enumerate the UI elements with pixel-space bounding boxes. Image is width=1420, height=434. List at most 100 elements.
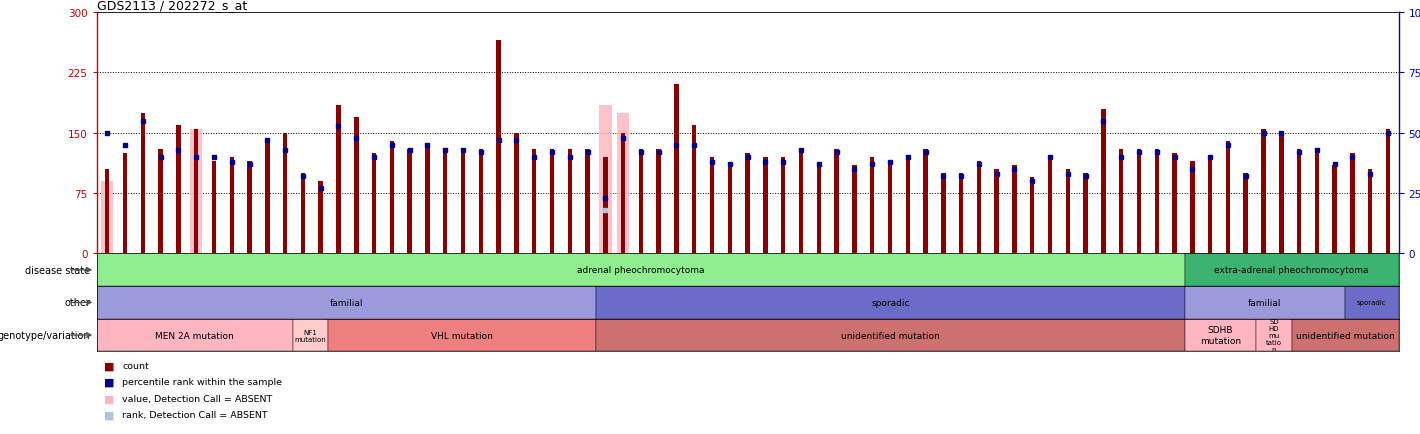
Bar [959, 174, 963, 254]
Bar [122, 154, 128, 254]
Bar [852, 165, 856, 254]
Text: unidentified mutation: unidentified mutation [1296, 331, 1394, 340]
Bar [159, 149, 163, 254]
Bar [301, 174, 305, 254]
Bar [318, 181, 322, 254]
Bar [1315, 149, 1319, 254]
Bar [176, 125, 180, 254]
Bar [550, 149, 554, 254]
Bar [425, 145, 430, 254]
Bar [1244, 174, 1248, 254]
Bar [923, 149, 927, 254]
Bar [941, 174, 946, 254]
Bar [337, 105, 341, 254]
Bar [727, 165, 733, 254]
Bar [354, 117, 358, 254]
Bar [1190, 161, 1194, 254]
Text: ■: ■ [104, 394, 114, 403]
Bar [1184, 254, 1399, 286]
Bar [1184, 319, 1257, 352]
Bar [479, 149, 483, 254]
Bar [1225, 141, 1230, 254]
Text: value, Detection Call = ABSENT: value, Detection Call = ABSENT [122, 394, 273, 403]
Bar [1257, 319, 1292, 352]
Bar [1012, 165, 1017, 254]
Bar [266, 141, 270, 254]
Bar [389, 141, 395, 254]
Bar [283, 134, 287, 254]
Bar [596, 319, 1184, 352]
Bar [293, 319, 328, 352]
Bar [710, 158, 714, 254]
Text: count: count [122, 361, 149, 370]
Text: SDHB
mutation: SDHB mutation [1200, 326, 1241, 345]
Bar [247, 161, 251, 254]
Bar [190, 129, 203, 254]
Bar [616, 113, 629, 254]
Bar [1292, 319, 1399, 352]
Bar [97, 319, 293, 352]
Text: NF1
mutation: NF1 mutation [295, 329, 327, 342]
Bar [1386, 129, 1390, 254]
Bar [230, 158, 234, 254]
Bar [1065, 170, 1071, 254]
Bar [994, 170, 998, 254]
Bar [674, 85, 679, 254]
Bar [372, 154, 376, 254]
Text: genotype/variation: genotype/variation [0, 330, 89, 340]
Bar [835, 149, 839, 254]
Bar [1083, 174, 1088, 254]
Bar [888, 161, 892, 254]
Text: ■: ■ [104, 410, 114, 420]
Bar [639, 149, 643, 254]
Bar [1332, 165, 1336, 254]
Bar [497, 41, 501, 254]
Bar [212, 161, 216, 254]
Bar [977, 161, 981, 254]
Bar [1154, 149, 1159, 254]
Bar [1350, 154, 1355, 254]
Bar [97, 286, 596, 319]
Bar [1345, 286, 1399, 319]
Bar [195, 129, 199, 254]
Bar [1367, 170, 1373, 254]
Bar [97, 254, 1184, 286]
Bar [781, 158, 785, 254]
Bar [105, 170, 109, 254]
Bar [1030, 178, 1035, 254]
Bar [1048, 158, 1052, 254]
Bar [621, 134, 625, 254]
Bar [692, 125, 696, 254]
Text: ■: ■ [104, 361, 114, 371]
Text: familial: familial [1248, 298, 1282, 307]
Bar [443, 149, 447, 254]
Bar [1173, 154, 1177, 254]
Bar [816, 165, 821, 254]
Bar [870, 158, 875, 254]
Bar [604, 158, 608, 254]
Text: ■: ■ [104, 377, 114, 387]
Text: disease state: disease state [26, 265, 89, 275]
Text: rank, Detection Call = ABSENT: rank, Detection Call = ABSENT [122, 410, 268, 419]
Bar [1184, 286, 1345, 319]
Bar [1296, 149, 1301, 254]
Bar [460, 149, 466, 254]
Bar [763, 158, 768, 254]
Bar [1208, 158, 1213, 254]
Text: sporadic: sporadic [1358, 300, 1387, 306]
Text: extra-adrenal pheochromocytoma: extra-adrenal pheochromocytoma [1214, 266, 1369, 275]
Bar [746, 154, 750, 254]
Bar [1119, 149, 1123, 254]
Text: other: other [64, 298, 89, 308]
Text: GDS2113 / 202272_s_at: GDS2113 / 202272_s_at [97, 0, 247, 12]
Text: SD
HD
mu
tatio
n: SD HD mu tatio n [1265, 318, 1282, 352]
Bar [1279, 134, 1284, 254]
Bar [514, 134, 518, 254]
Bar [101, 181, 114, 254]
Bar [799, 149, 804, 254]
Text: MEN 2A mutation: MEN 2A mutation [155, 331, 234, 340]
Bar [408, 149, 412, 254]
Text: percentile rank within the sample: percentile rank within the sample [122, 378, 283, 387]
Bar [599, 105, 612, 254]
Text: unidentified mutation: unidentified mutation [841, 331, 940, 340]
